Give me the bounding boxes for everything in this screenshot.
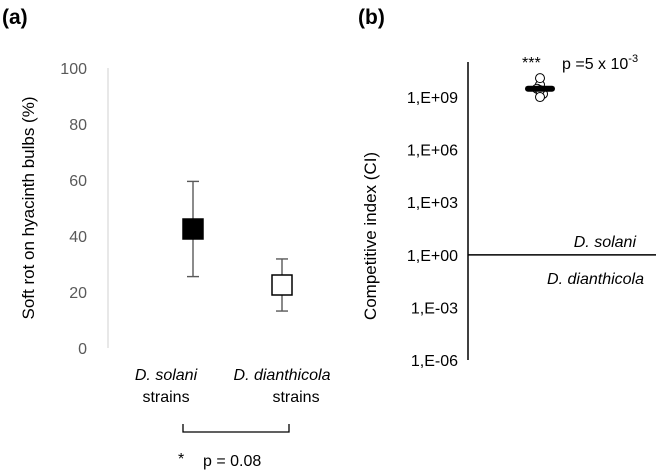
category-label-d-solani: D. solani (135, 367, 198, 384)
panel-a-label: (a) (2, 6, 28, 29)
significance-bracket (182, 424, 290, 433)
panel-b-ytick: 1,E+00 (407, 248, 458, 265)
category-suffix-d-solani: strains (142, 389, 189, 406)
panel-a-ytick: 60 (69, 173, 87, 190)
panel-a-ytick: 40 (69, 229, 87, 246)
panel-b-ytick: 1,E+09 (407, 90, 458, 107)
ci-point (535, 73, 545, 84)
panel-b-label: (b) (358, 6, 385, 29)
mean-marker-d-solani (182, 218, 204, 240)
panel-b-ytick: 1,E+03 (407, 195, 458, 212)
panel-b-marks (525, 73, 555, 103)
below-line-label-d-dianthicola: D. dianthicola (547, 271, 644, 288)
panel-a-ytick: 80 (69, 117, 87, 134)
above-line-label-d-solani: D. solani (574, 234, 637, 251)
panel-b-ytick: 1,E-06 (411, 353, 458, 370)
significance-text-b-main: p =5 x 10 (562, 56, 628, 73)
panel-b-ytick: 1,E-03 (411, 300, 458, 317)
ci-point (535, 92, 545, 103)
panel-a: (a) 0 20 40 60 80 100 Soft rot on hyacin… (2, 6, 331, 470)
significance-text-b: p =5 x 10-3 (562, 53, 638, 73)
panel-a-ytick: 100 (60, 61, 87, 78)
significance-text-b-exponent: -3 (628, 53, 638, 65)
panel-a-y-ticks: 0 20 40 60 80 100 (60, 61, 87, 358)
panel-a-ytick: 0 (78, 341, 87, 358)
mean-marker-d-dianthicola (271, 274, 293, 296)
significance-stars-b: *** (522, 55, 541, 72)
category-suffix-d-dianthicola: strains (272, 389, 319, 406)
significance-stars-a: * (178, 451, 184, 468)
category-label-d-dianthicola: D. dianthicola (234, 367, 331, 384)
panel-a-ytick: 20 (69, 285, 87, 302)
panel-b-ytick: 1,E+06 (407, 143, 458, 160)
panel-a-marks (182, 180, 293, 312)
panel-b-y-ticks: 1,E-06 1,E-03 1,E+00 1,E+03 1,E+06 1,E+0… (407, 90, 458, 370)
significance-text-a: p = 0.08 (203, 453, 261, 470)
panel-a-categories: D. solani strains D. dianthicola strains (135, 367, 331, 406)
panel-b-y-axis-title: Competitive index (CI) (361, 152, 380, 320)
panel-a-y-axis-title: Soft rot on hyacinth bulbs (%) (19, 96, 38, 319)
panel-b: (b) 1,E-06 1,E-03 1,E+00 1,E+03 1,E+06 1… (358, 6, 656, 370)
